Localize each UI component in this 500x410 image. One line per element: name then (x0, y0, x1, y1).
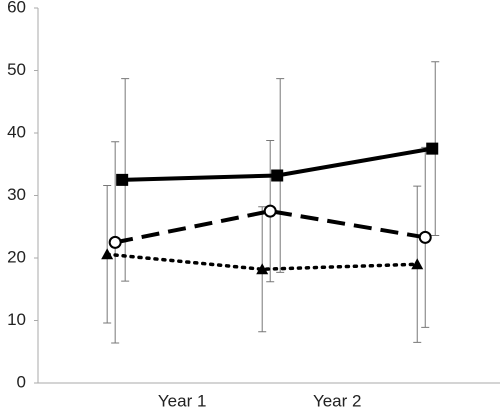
marker (101, 248, 114, 260)
marker (411, 258, 424, 270)
marker (108, 235, 122, 249)
y-tick-label: 30 (7, 185, 26, 204)
x-tick-label: Year 2 (313, 391, 362, 410)
y-tick-label: 10 (7, 310, 26, 329)
x-tick-label: Year 1 (158, 391, 207, 410)
marker (426, 142, 439, 155)
y-tick-label: 60 (7, 0, 26, 16)
y-tick-label: 20 (7, 247, 26, 266)
marker (256, 263, 269, 275)
marker (263, 204, 277, 218)
y-tick-label: 0 (17, 372, 26, 391)
marker (271, 169, 284, 182)
series-line (105, 252, 419, 272)
marker (116, 173, 129, 186)
y-tick-label: 40 (7, 122, 26, 141)
marker (418, 230, 432, 244)
y-tick-label: 50 (7, 60, 26, 79)
